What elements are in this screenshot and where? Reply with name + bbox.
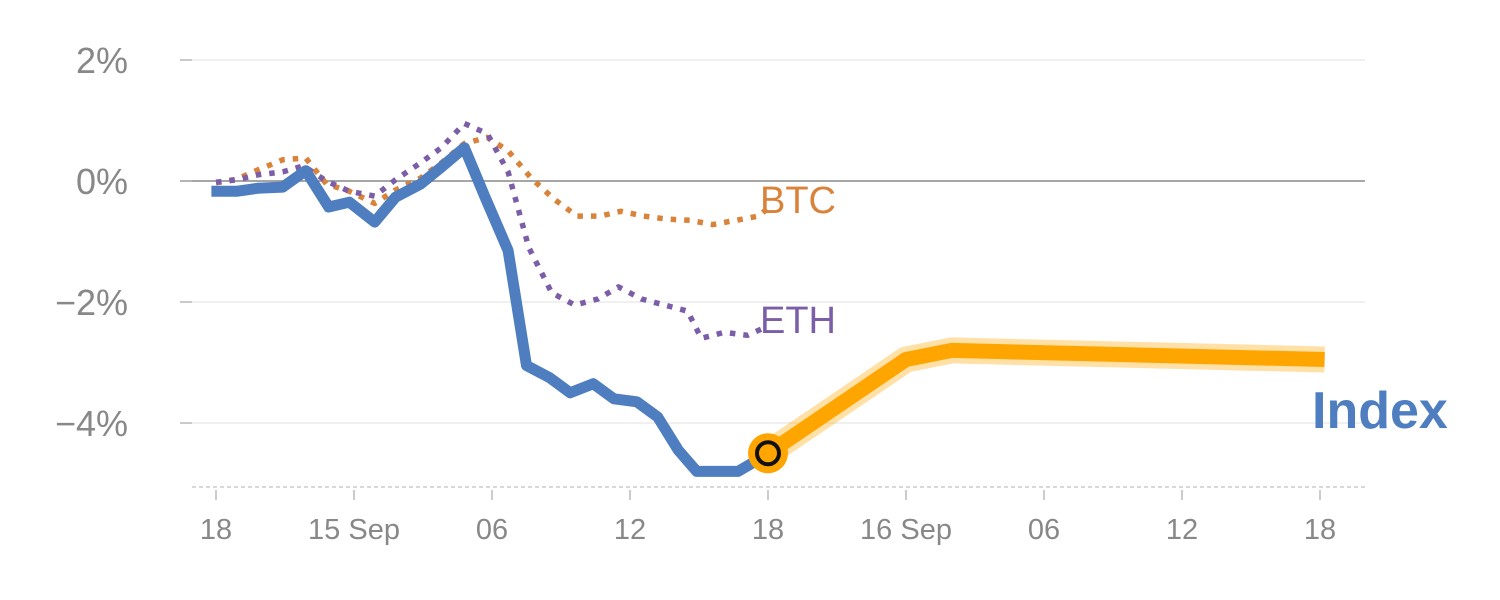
x-tick-label: 06 xyxy=(476,514,508,546)
x-tick-label: 12 xyxy=(1166,514,1198,546)
btc-line xyxy=(215,134,770,228)
eth-label: ETH xyxy=(760,300,836,342)
y-axis: 2% 0% −2% −4% xyxy=(55,40,128,444)
x-tick-label: 18 xyxy=(1304,514,1336,546)
btc-label: BTC xyxy=(760,180,836,222)
plot-area xyxy=(211,120,1325,477)
x-tick-label: 18 xyxy=(752,514,784,546)
y-tick-label: −4% xyxy=(55,403,128,444)
x-axis: 18 15 Sep 06 12 18 16 Sep 06 12 18 xyxy=(200,490,1336,546)
y-tick-label: 2% xyxy=(76,40,128,81)
forecast-line xyxy=(763,342,1325,460)
index-label: Index xyxy=(1312,382,1448,440)
grid xyxy=(180,59,1365,488)
series-labels: BTC ETH Index xyxy=(760,180,1448,440)
eth-line xyxy=(215,120,770,342)
x-tick-label: 12 xyxy=(614,514,646,546)
y-tick-label: −2% xyxy=(55,282,128,323)
x-tick-label: 06 xyxy=(1028,514,1060,546)
x-tick-label: 16 Sep xyxy=(860,514,952,546)
index-line xyxy=(211,142,772,477)
current-point-marker xyxy=(755,440,781,467)
x-tick-label: 15 Sep xyxy=(308,514,400,546)
x-tick-label: 18 xyxy=(200,514,232,546)
y-tick-label: 0% xyxy=(76,161,128,202)
